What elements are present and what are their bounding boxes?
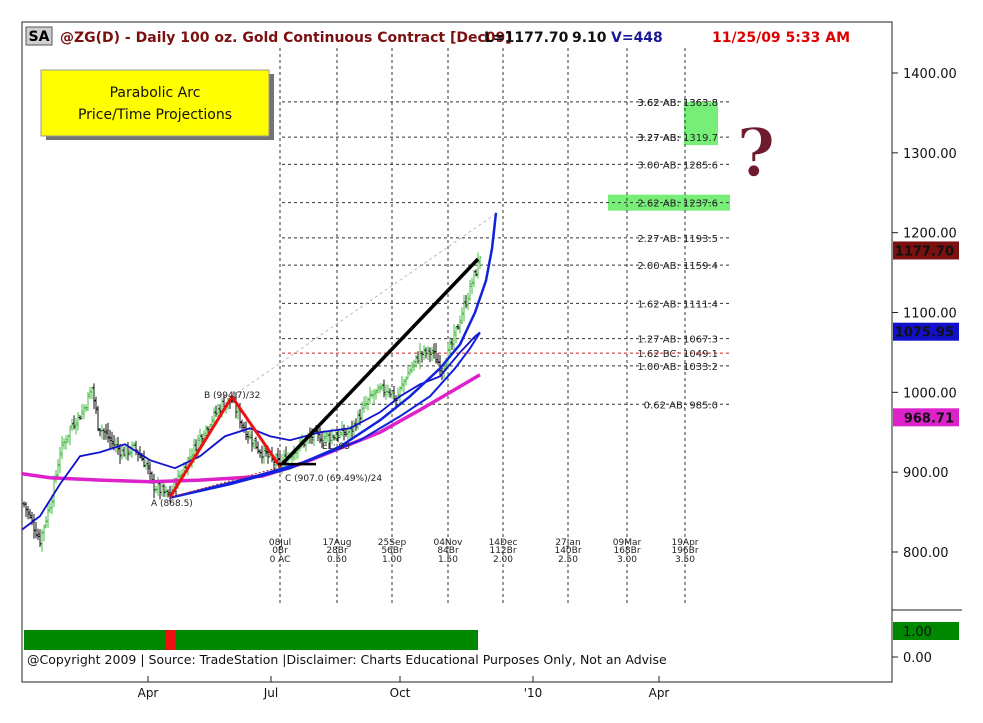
- time-projection-ratio: 1.50: [438, 555, 458, 565]
- fib-level-label: 3.27 AB: 1319.7: [637, 133, 718, 144]
- time-projection-date: 27Jan: [555, 538, 580, 548]
- time-axis-label: Apr: [138, 686, 159, 700]
- price-axis-label: 900.00: [903, 466, 949, 481]
- time-projection-date: 09Mar: [613, 538, 642, 548]
- time-projection-date: 17Aug: [322, 538, 351, 548]
- indicator-marker: [166, 630, 176, 650]
- fib-level-label: 2.00 AB: 1159.4: [637, 261, 718, 272]
- indicator-bar: [24, 630, 478, 650]
- time-projection-bars: 168Br: [613, 546, 640, 556]
- time-projection-bars: 140Br: [554, 546, 581, 556]
- price-tag-label: 1075.95: [895, 326, 954, 341]
- time-projection-ratio: 3.50: [675, 555, 695, 565]
- time-projection-ratio: 2.00: [493, 555, 513, 565]
- time-projection-bars: 84Br: [437, 546, 459, 556]
- fib-level-label: 2.27 AB: 1193.5: [637, 234, 718, 245]
- fib-level-label: 1.00 AB: 1033.2: [637, 362, 718, 373]
- time-projection-ratio: 0.50: [327, 555, 347, 565]
- time-projection-ratio: 0 AC: [270, 555, 291, 565]
- fib-level-label: 0.62 AB: 985.0: [644, 400, 718, 411]
- price-tag-box: [893, 408, 959, 427]
- fib-level-label: 3.62 AB: 1363.8: [637, 98, 718, 109]
- time-projection-bars: 112Br: [489, 546, 516, 556]
- time-projection-bars: 196Br: [671, 546, 698, 556]
- question-mark-icon: ?: [737, 114, 776, 192]
- time-projection-date: 08Jul: [269, 538, 291, 548]
- price-tag-label: 968.71: [904, 411, 954, 426]
- b-projection-line: [231, 213, 496, 397]
- point-c-label: C (907.0 (69.49%)/24: [285, 474, 382, 484]
- fast-moving-average: [21, 331, 481, 531]
- fib-levels: 3.62 AB: 1363.8 3.27 AB: 1319.7 3.00 AB: 1…: [282, 98, 730, 411]
- time-projection-ratio: 3.00: [617, 555, 637, 565]
- moving-averages: [21, 212, 498, 531]
- target-zone-highlight: [684, 101, 718, 146]
- timestamp: 11/25/09 5:33 AM: [712, 30, 850, 46]
- fib-level-label: 3.00 AB: 1285.6: [637, 160, 718, 171]
- time-axis-label: Oct: [390, 686, 411, 700]
- time-projection-date: 19Apr: [671, 538, 698, 548]
- price-tag-box: [893, 241, 959, 260]
- fib-level-label: 3.27 AB: 1319.7: [637, 133, 718, 144]
- fib-level-label: 1.62 AB: 1111.4: [637, 299, 718, 310]
- point-a-label: A (868.5): [151, 499, 193, 509]
- price-axis-label: 1100.00: [903, 307, 957, 322]
- point-b-label: B (994.7)/32: [204, 391, 260, 401]
- price-axis: 1400.00 1300.00 1200.00 1100.00 1000.00 900.0…: [892, 67, 959, 561]
- time-projection-ratio: 2.50: [558, 555, 578, 565]
- time-projection-date: 04Nov: [433, 538, 463, 548]
- time-projection-ratio: 1.00: [382, 555, 402, 565]
- callout-line2: Price/Time Projections: [78, 107, 232, 123]
- copyright-note: @Copyright 2009 | Source: TradeStation |…: [27, 652, 667, 667]
- time-projection-bars: 56Br: [381, 546, 403, 556]
- time-axis-label: Apr: [649, 686, 670, 700]
- time-projection-bars: 0Br: [272, 546, 288, 556]
- indicator-pane: 1.00 0.00: [24, 622, 959, 666]
- abc-pattern: A (868.5) B (994.7)/32 C (907.0 (69.49%)/2…: [151, 213, 496, 509]
- fib-level-label: 3.62 AB: 1363.8: [637, 98, 718, 109]
- price-axis-label: 1300.00: [903, 147, 957, 162]
- price-axis-label: 1200.00: [903, 227, 957, 242]
- net-change: 9.10: [572, 30, 607, 46]
- price-tag-box: [893, 322, 959, 341]
- fib-level-label: 1.27 AB: 1067.3: [637, 335, 718, 346]
- fib-level-label: 2.62 AB: 1237.6: [637, 199, 718, 210]
- fib-level-label: 1.62 BC: 1049.1: [637, 349, 718, 360]
- parabolic-arc-inner: [169, 331, 481, 499]
- price-axis-label: 1400.00: [903, 67, 957, 82]
- time-projection-bars: 28Br: [326, 546, 348, 556]
- time-projection-date: 25Sep: [378, 538, 407, 548]
- time-axis: Apr Jul Oct '10 Apr: [22, 676, 892, 700]
- price-tag-label: 1177.70: [895, 244, 954, 259]
- price-axis-label: 800.00: [903, 546, 949, 561]
- pattern-note: EL: 95: [322, 442, 350, 452]
- time-axis-label: '10: [524, 686, 543, 700]
- time-projection-date: 14Dec: [489, 538, 518, 548]
- projection-line: [280, 257, 480, 466]
- callout-box: [40, 69, 270, 137]
- callout-line1: Parabolic Arc: [110, 85, 201, 101]
- indicator-tag-label: 1.00: [903, 625, 932, 640]
- last-price: L=1177.70: [484, 30, 569, 46]
- indicator-tag-box: [893, 622, 959, 640]
- symbol-badge[interactable]: [25, 26, 53, 46]
- ac-trend-line: [169, 466, 283, 498]
- indicator-zero-label: 0.00: [903, 651, 932, 666]
- volume: V=448: [611, 30, 663, 46]
- chart-title: @ZG(D) - Daily 100 oz. Gold Continuous C…: [60, 30, 512, 46]
- symbol-badge-label: SA: [29, 29, 50, 45]
- time-axis-label: Jul: [263, 686, 278, 700]
- price-axis-label: 1000.00: [903, 386, 957, 401]
- parabolic-arc: [169, 212, 498, 499]
